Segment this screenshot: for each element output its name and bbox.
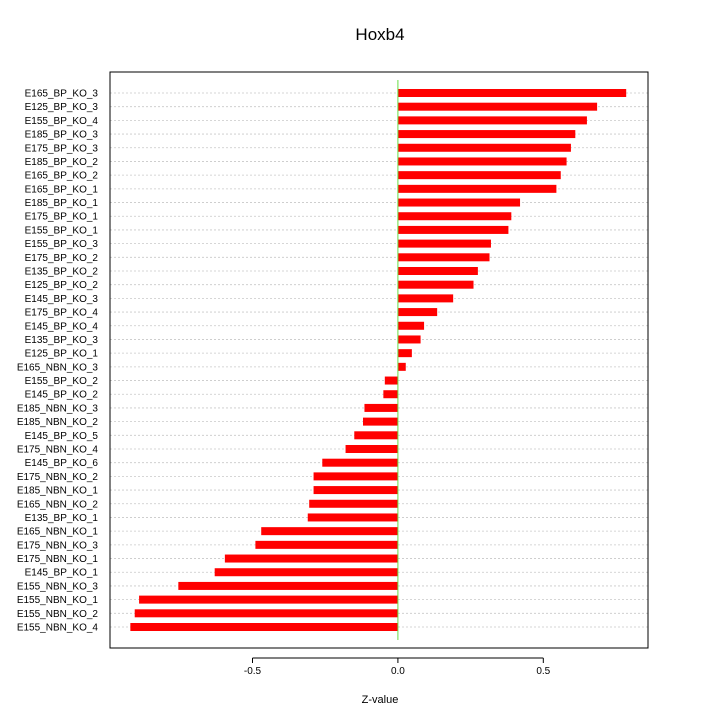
category-label: E155_BP_KO_2: [25, 376, 99, 387]
bar: [397, 102, 598, 111]
bar: [397, 171, 561, 180]
category-label: E125_BP_KO_2: [25, 280, 99, 291]
bar: [397, 116, 587, 125]
bar: [397, 253, 490, 262]
category-label: E145_BP_KO_4: [25, 321, 99, 332]
category-label: E145_BP_KO_2: [25, 390, 99, 401]
category-label: E175_BP_KO_3: [25, 143, 99, 154]
category-label: E135_BP_KO_1: [25, 513, 99, 524]
category-label: E165_NBN_KO_3: [17, 362, 99, 373]
bar: [313, 486, 398, 495]
plot-frame: [109, 71, 649, 649]
category-label: E185_NBN_KO_1: [17, 486, 99, 497]
category-label: E165_BP_KO_1: [25, 184, 99, 195]
category-label: E175_BP_KO_4: [25, 308, 99, 319]
bar: [345, 445, 398, 453]
category-label: E185_BP_KO_1: [25, 198, 99, 209]
x-tick-label: 0.5: [536, 666, 550, 677]
bar: [397, 335, 421, 344]
bar: [397, 89, 627, 97]
bar: [397, 212, 512, 221]
bar: [397, 308, 438, 317]
bar: [307, 513, 398, 522]
x-axis: -0.5 0.0 0.5: [244, 657, 551, 677]
category-label: E185_BP_KO_2: [25, 157, 99, 168]
bar: [397, 349, 412, 358]
category-label: E185_NBN_KO_3: [17, 403, 99, 414]
bar: [397, 294, 454, 303]
category-label: E135_BP_KO_2: [25, 267, 99, 278]
bars: [130, 89, 627, 631]
category-label: E175_NBN_KO_1: [17, 554, 99, 565]
bar: [363, 417, 398, 426]
bar: [397, 321, 425, 330]
category-labels: E165_BP_KO_3 E125_BP_KO_3 E155_BP_KO_4 E185…: [17, 89, 99, 634]
bar: [397, 157, 567, 166]
category-label: E175_NBN_KO_2: [17, 472, 99, 483]
bar: [364, 403, 398, 412]
bar: [397, 143, 571, 152]
category-label: E185_BP_KO_3: [25, 130, 99, 141]
category-label: E145_BP_KO_6: [25, 458, 99, 469]
bar: [397, 198, 521, 207]
bar: [309, 499, 398, 508]
bar: [178, 581, 398, 590]
category-label: E165_NBN_KO_1: [17, 527, 99, 538]
bar: [130, 623, 398, 631]
bar: [384, 376, 398, 385]
bar: [397, 280, 474, 289]
bar: [214, 568, 398, 577]
bar: [397, 225, 509, 234]
category-label: E165_BP_KO_3: [25, 89, 99, 100]
bar: [255, 540, 398, 549]
category-label: E155_BP_KO_4: [25, 116, 99, 127]
category-label: E145_BP_KO_3: [25, 294, 99, 305]
bar: [313, 472, 398, 481]
bar: [383, 390, 398, 399]
category-label: E175_NBN_KO_4: [17, 445, 99, 456]
category-label: E185_NBN_KO_2: [17, 417, 99, 428]
bar: [134, 609, 398, 618]
x-axis-label: Z-value: [362, 694, 399, 706]
bar: [397, 130, 576, 139]
bar: [139, 595, 398, 604]
category-label: E175_BP_KO_2: [25, 253, 99, 264]
x-tick-label: 0.0: [391, 666, 405, 677]
category-label: E155_NBN_KO_3: [17, 581, 99, 592]
category-label: E125_BP_KO_3: [25, 102, 99, 113]
category-label: E165_NBN_KO_2: [17, 499, 99, 510]
category-label: E175_BP_KO_1: [25, 212, 99, 223]
bar: [397, 362, 406, 371]
bar: [397, 184, 557, 193]
x-tick-label: -0.5: [244, 666, 262, 677]
category-label: E155_NBN_KO_1: [17, 595, 99, 606]
chart-title: Hoxb4: [355, 25, 404, 44]
bar: [397, 239, 491, 248]
category-label: E145_BP_KO_5: [25, 431, 99, 442]
category-label: E165_BP_KO_2: [25, 171, 99, 182]
category-label: E145_BP_KO_1: [25, 568, 99, 579]
category-label: E155_BP_KO_1: [25, 225, 99, 236]
bar: [397, 267, 478, 275]
category-label: E155_NBN_KO_4: [17, 623, 99, 634]
bar: [224, 554, 398, 563]
category-label: E155_BP_KO_3: [25, 239, 99, 250]
bar: [354, 431, 398, 440]
category-label: E175_NBN_KO_3: [17, 540, 99, 551]
category-label: E125_BP_KO_1: [25, 349, 99, 360]
bar: [261, 527, 398, 536]
category-label: E135_BP_KO_3: [25, 335, 99, 346]
category-label: E155_NBN_KO_2: [17, 609, 99, 620]
bar: [322, 458, 398, 467]
